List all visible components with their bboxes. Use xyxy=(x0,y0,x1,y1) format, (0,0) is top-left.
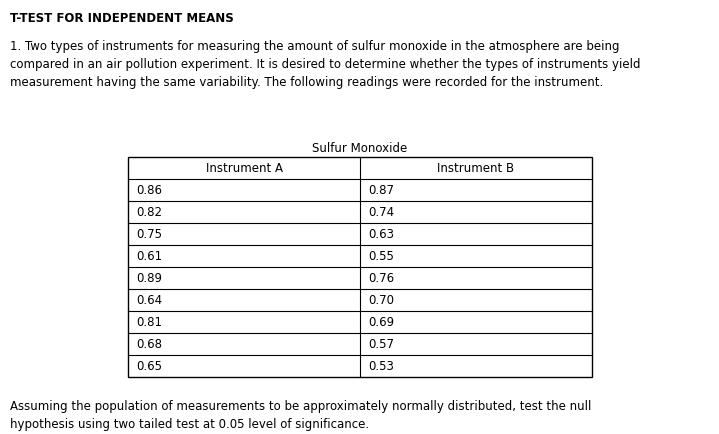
Text: 0.68: 0.68 xyxy=(136,338,162,351)
Text: 0.65: 0.65 xyxy=(136,360,162,373)
Text: 0.81: 0.81 xyxy=(136,316,162,329)
Text: 0.87: 0.87 xyxy=(368,184,394,197)
Text: 0.74: 0.74 xyxy=(368,206,394,219)
Text: T-TEST FOR INDEPENDENT MEANS: T-TEST FOR INDEPENDENT MEANS xyxy=(10,12,234,25)
Text: 0.89: 0.89 xyxy=(136,272,162,285)
Text: 0.75: 0.75 xyxy=(136,228,162,241)
Bar xyxy=(128,158,592,377)
Text: 0.57: 0.57 xyxy=(368,338,394,351)
Text: 0.53: 0.53 xyxy=(368,360,394,373)
Text: 0.63: 0.63 xyxy=(368,228,394,241)
Text: measurement having the same variability. The following readings were recorded fo: measurement having the same variability.… xyxy=(10,76,603,89)
Text: 0.86: 0.86 xyxy=(136,184,162,197)
Text: 0.61: 0.61 xyxy=(136,250,162,263)
Text: 0.82: 0.82 xyxy=(136,206,162,219)
Text: 0.64: 0.64 xyxy=(136,294,162,307)
Text: 1. Two types of instruments for measuring the amount of sulfur monoxide in the a: 1. Two types of instruments for measurin… xyxy=(10,40,620,53)
Text: hypothesis using two tailed test at 0.05 level of significance.: hypothesis using two tailed test at 0.05… xyxy=(10,417,369,430)
Text: 0.55: 0.55 xyxy=(368,250,394,263)
Text: Instrument B: Instrument B xyxy=(437,162,515,175)
Text: Sulfur Monoxide: Sulfur Monoxide xyxy=(312,141,408,155)
Text: 0.70: 0.70 xyxy=(368,294,394,307)
Text: compared in an air pollution experiment. It is desired to determine whether the : compared in an air pollution experiment.… xyxy=(10,58,641,71)
Text: 0.76: 0.76 xyxy=(368,272,394,285)
Text: Assuming the population of measurements to be approximately normally distributed: Assuming the population of measurements … xyxy=(10,399,591,412)
Text: Instrument A: Instrument A xyxy=(206,162,283,175)
Text: 0.69: 0.69 xyxy=(368,316,394,329)
